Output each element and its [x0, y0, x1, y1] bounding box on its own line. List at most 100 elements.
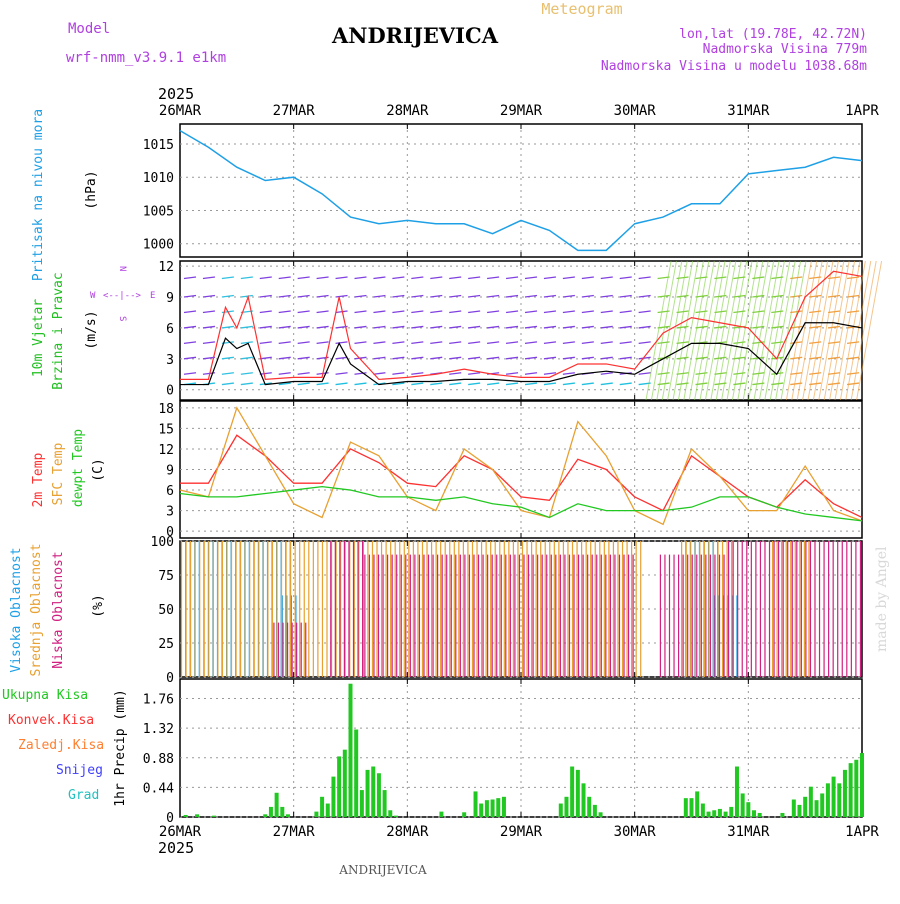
wind-arrow	[487, 325, 500, 329]
wind-arrow	[562, 356, 575, 360]
precip-bar	[473, 791, 478, 817]
wind-arrow	[733, 372, 746, 375]
wind-arrow	[562, 325, 575, 329]
y-tick-label: 1010	[143, 171, 174, 186]
wind-arrow	[316, 341, 329, 345]
wind-arrow	[392, 325, 405, 329]
precip-bar	[348, 683, 353, 817]
wind-hatch	[645, 260, 672, 401]
wind-arrow	[638, 341, 651, 345]
wind-hatch	[726, 260, 753, 401]
wind-arrow	[600, 310, 613, 314]
precip-bar	[740, 793, 745, 817]
wind-arrow	[183, 310, 197, 314]
wind-arrow	[449, 294, 462, 298]
wind-arrow	[487, 382, 500, 386]
precip-bar	[183, 814, 188, 817]
precip-bar	[337, 756, 342, 817]
svg-text:W: W	[90, 291, 96, 301]
x-tick-label: 27MAR	[273, 824, 316, 840]
wind-arrow	[487, 310, 500, 314]
wind-hatch	[688, 260, 715, 401]
wind-arrow	[373, 310, 386, 314]
precip-bar	[501, 796, 506, 817]
precip-bar	[791, 799, 796, 817]
wind-arrow	[354, 310, 367, 314]
wind-arrow	[581, 325, 594, 329]
cloud-unit: (%)	[91, 594, 106, 617]
wind-arrow	[619, 294, 632, 298]
wind-arrow	[487, 341, 500, 345]
panel-frame	[179, 260, 863, 401]
wind-arrow	[297, 294, 310, 298]
wind-arrow	[183, 325, 197, 329]
wind-hatch	[785, 260, 812, 401]
wind-arrow	[278, 341, 291, 345]
wind-arrow	[202, 341, 216, 345]
precip-ylabel: 1hr Precip (mm)	[113, 689, 128, 806]
model-elevation-label: Nadmorska Visina u modelu 1038.68m	[601, 59, 867, 74]
y-tick-label: 0.88	[143, 752, 174, 767]
wind-arrow	[790, 310, 803, 314]
wind-arrow	[354, 294, 367, 298]
wind-arrow	[752, 341, 765, 345]
wind-arrow	[297, 382, 310, 386]
wind-arrow	[278, 356, 291, 360]
y-tick-label: 1.32	[143, 722, 174, 737]
precip-bar	[757, 812, 762, 817]
svg-text:S: S	[117, 316, 127, 321]
wind-arrow	[846, 341, 860, 345]
wind-arrow	[505, 325, 519, 329]
wind-arrow	[297, 310, 310, 314]
wind-arrow	[581, 341, 594, 345]
precip-bar	[365, 769, 370, 817]
wind-arrow	[543, 276, 557, 280]
wind-arrow	[733, 294, 746, 298]
x-tick-label: 28MAR	[386, 103, 429, 119]
panel-frame	[179, 678, 863, 818]
wind-hatch	[769, 260, 796, 401]
wind-arrow	[430, 382, 443, 386]
precip-bar	[393, 815, 398, 817]
wind-arrow	[543, 294, 557, 298]
precip-bar	[558, 803, 563, 817]
wind-arrow	[600, 372, 613, 375]
wind-arrow	[600, 276, 613, 280]
precip-bar	[842, 769, 847, 817]
wind-arrow	[809, 294, 822, 298]
wind-arrow	[316, 294, 329, 298]
wind-arrow	[846, 372, 860, 375]
precip-bar	[825, 783, 830, 817]
y-tick-label: 0	[166, 525, 174, 540]
wind-arrow	[695, 356, 708, 360]
wind-arrow	[449, 325, 462, 329]
wind-hatch	[704, 260, 731, 401]
precip-legend-hail: Grad	[68, 788, 99, 803]
wind-arrow	[468, 356, 481, 360]
wind-arrow	[695, 294, 708, 298]
wind-arrow	[771, 310, 784, 314]
wind-arrow	[373, 356, 386, 360]
wind-hatch	[834, 260, 861, 401]
wind-arrow	[392, 341, 405, 345]
wind-arrow	[449, 382, 462, 386]
y-tick-label: 75	[158, 569, 174, 584]
wind-hatch	[683, 260, 710, 401]
wind-arrow	[619, 356, 632, 360]
wind-arrow	[468, 325, 481, 329]
precip-bar	[803, 796, 808, 817]
wind-hatch	[710, 260, 737, 401]
wind-arrow	[809, 372, 822, 375]
wind-arrow	[524, 372, 538, 375]
wind-arrow	[316, 382, 329, 386]
wind-arrow	[619, 382, 632, 386]
precip-bar	[780, 812, 785, 817]
wind-arrow	[524, 356, 538, 360]
wind-arrow	[373, 325, 386, 329]
footer-title: ANDRIJEVICA	[338, 863, 427, 877]
wind-arrow	[638, 356, 651, 360]
precip-bar	[712, 810, 717, 817]
wind-arrow	[581, 276, 594, 280]
wind-arrow	[809, 310, 822, 314]
